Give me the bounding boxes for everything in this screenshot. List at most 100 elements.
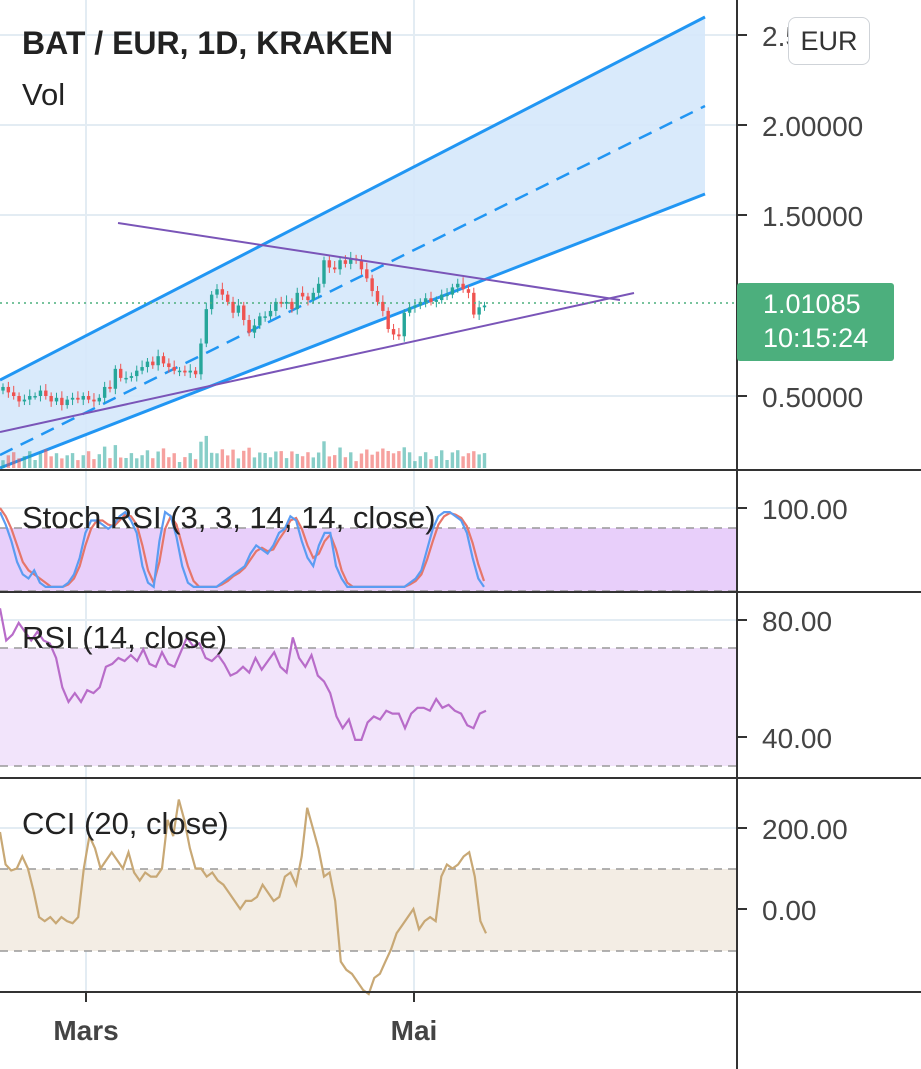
y-tick-label: 100.00 bbox=[762, 494, 848, 525]
x-tick-label: Mai bbox=[391, 1015, 438, 1046]
candle-body bbox=[97, 397, 101, 402]
volume-bar bbox=[151, 458, 155, 468]
volume-bar bbox=[274, 451, 278, 468]
volume-bar bbox=[391, 453, 396, 468]
volume-bar bbox=[70, 453, 75, 468]
volume-bar bbox=[338, 447, 342, 468]
cci-band bbox=[0, 869, 737, 951]
volume-bar bbox=[482, 453, 487, 468]
candle-body bbox=[429, 298, 433, 302]
volume-bar bbox=[49, 456, 53, 468]
candle-body bbox=[472, 292, 476, 315]
candle-body bbox=[333, 267, 337, 270]
volume-bars bbox=[1, 435, 487, 468]
y-tick-label: 200.00 bbox=[762, 814, 848, 845]
candle-body bbox=[456, 283, 460, 288]
volume-bar bbox=[156, 451, 160, 468]
candle-body bbox=[343, 260, 348, 264]
candle-body bbox=[124, 377, 128, 380]
candle-body bbox=[145, 361, 150, 368]
volume-bar bbox=[33, 460, 37, 468]
candle-body bbox=[65, 399, 69, 406]
volume-bar bbox=[188, 453, 192, 468]
cci-label: CCI (20, close) bbox=[22, 806, 229, 841]
candle-body bbox=[22, 399, 27, 402]
volume-bar bbox=[76, 460, 80, 468]
candle-body bbox=[70, 397, 75, 400]
candle-body bbox=[306, 296, 310, 301]
volume-bar bbox=[397, 451, 401, 468]
volume-bar bbox=[65, 455, 69, 468]
candle-body bbox=[268, 310, 273, 317]
trendline-descending bbox=[117, 222, 621, 301]
volume-bar bbox=[140, 455, 144, 468]
volume-bar bbox=[445, 460, 449, 468]
volume-bar bbox=[242, 450, 246, 468]
candle-body bbox=[183, 370, 187, 373]
volume-bar bbox=[434, 456, 439, 468]
candle-body bbox=[242, 305, 246, 320]
candle-body bbox=[300, 292, 305, 297]
candle-body bbox=[375, 291, 380, 302]
candle-body bbox=[466, 289, 471, 293]
stoch-rsi-lines bbox=[0, 507, 486, 589]
y-tick-label: 0.00 bbox=[762, 895, 817, 926]
volume-bar bbox=[183, 457, 187, 468]
candle-body bbox=[407, 307, 412, 313]
candle-body bbox=[231, 301, 235, 313]
channel-upper-line bbox=[0, 15, 706, 382]
volume-bar bbox=[402, 447, 406, 468]
volume-bar bbox=[258, 452, 262, 468]
currency-button[interactable]: EUR bbox=[788, 17, 870, 65]
candle-body bbox=[188, 370, 192, 373]
candle-body bbox=[386, 310, 390, 330]
volume-bar bbox=[423, 452, 428, 468]
candle-body bbox=[81, 396, 85, 400]
y-tick-label: 1.50000 bbox=[762, 201, 863, 232]
cci-line bbox=[0, 799, 487, 996]
y-tick-label: 40.00 bbox=[762, 723, 832, 754]
candle-body bbox=[370, 278, 374, 292]
volume-bar bbox=[327, 456, 332, 468]
volume-bar bbox=[466, 453, 471, 468]
volume-bar bbox=[284, 458, 289, 468]
candle-body bbox=[140, 367, 144, 371]
volume-bar bbox=[450, 452, 455, 468]
candle-body bbox=[226, 294, 230, 302]
volume-bar bbox=[386, 451, 390, 468]
candle-body bbox=[151, 361, 155, 366]
candle-body bbox=[311, 292, 315, 301]
volume-bar bbox=[38, 453, 43, 468]
volume-bar bbox=[28, 451, 32, 468]
channel-mid-line bbox=[0, 104, 706, 457]
volume-bar bbox=[177, 462, 182, 468]
volume-bar bbox=[370, 454, 374, 468]
candle-body bbox=[263, 316, 267, 318]
volume-bar bbox=[295, 453, 299, 468]
volume-bar bbox=[354, 461, 358, 468]
candle-body bbox=[236, 305, 241, 313]
volume-bar bbox=[333, 455, 337, 468]
stoch-rsi-label: Stoch RSI (3, 3, 14, 14, close) bbox=[22, 500, 436, 535]
candle-body bbox=[156, 356, 160, 366]
candle-body bbox=[1, 386, 5, 391]
volume-label: Vol bbox=[22, 77, 66, 112]
volume-bar bbox=[6, 455, 11, 468]
volume-bar bbox=[429, 459, 433, 468]
volume-bar bbox=[1, 460, 5, 468]
candle-body bbox=[161, 356, 166, 364]
candle-body bbox=[258, 316, 262, 326]
candle-body bbox=[327, 260, 332, 268]
channel-lower-line bbox=[0, 192, 706, 470]
volume-bar bbox=[359, 453, 364, 468]
candle-body bbox=[338, 260, 342, 270]
candle-body bbox=[6, 386, 11, 393]
volume-bar bbox=[135, 458, 139, 468]
candle-body bbox=[28, 396, 32, 400]
candle-body bbox=[44, 390, 48, 396]
candle-body bbox=[290, 301, 294, 310]
volume-bar bbox=[456, 450, 460, 468]
volume-bar bbox=[81, 455, 85, 468]
volume-bar bbox=[204, 435, 208, 468]
